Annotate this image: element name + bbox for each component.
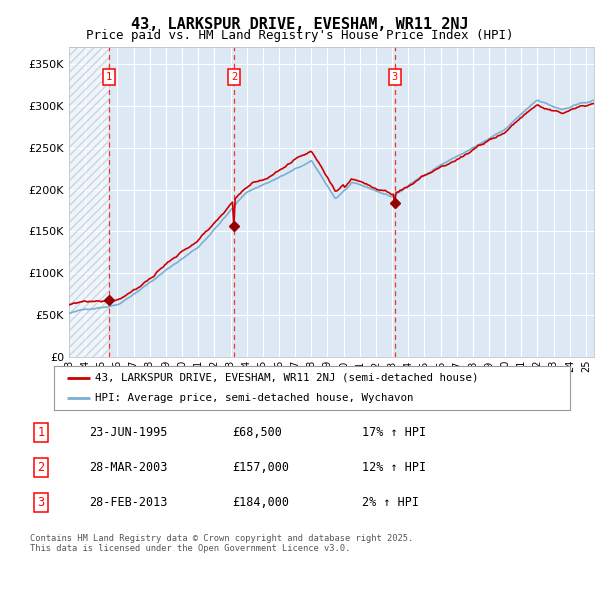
Text: 2% ↑ HPI: 2% ↑ HPI xyxy=(362,496,419,509)
Text: 23-JUN-1995: 23-JUN-1995 xyxy=(89,426,167,439)
Text: 1: 1 xyxy=(106,71,112,81)
Text: £68,500: £68,500 xyxy=(233,426,283,439)
Text: 28-FEB-2013: 28-FEB-2013 xyxy=(89,496,167,509)
Text: Contains HM Land Registry data © Crown copyright and database right 2025.
This d: Contains HM Land Registry data © Crown c… xyxy=(30,534,413,553)
Text: 43, LARKSPUR DRIVE, EVESHAM, WR11 2NJ (semi-detached house): 43, LARKSPUR DRIVE, EVESHAM, WR11 2NJ (s… xyxy=(95,373,479,383)
Text: 43, LARKSPUR DRIVE, EVESHAM, WR11 2NJ: 43, LARKSPUR DRIVE, EVESHAM, WR11 2NJ xyxy=(131,17,469,31)
Text: Price paid vs. HM Land Registry's House Price Index (HPI): Price paid vs. HM Land Registry's House … xyxy=(86,30,514,42)
Text: £184,000: £184,000 xyxy=(233,496,290,509)
Text: 12% ↑ HPI: 12% ↑ HPI xyxy=(362,461,427,474)
Text: 2: 2 xyxy=(231,71,238,81)
Text: 3: 3 xyxy=(37,496,44,509)
Text: 17% ↑ HPI: 17% ↑ HPI xyxy=(362,426,427,439)
Text: £157,000: £157,000 xyxy=(233,461,290,474)
Text: 2: 2 xyxy=(37,461,44,474)
Text: 3: 3 xyxy=(392,71,398,81)
Text: 28-MAR-2003: 28-MAR-2003 xyxy=(89,461,167,474)
Text: HPI: Average price, semi-detached house, Wychavon: HPI: Average price, semi-detached house,… xyxy=(95,393,414,403)
Bar xyxy=(69,47,109,357)
Text: 1: 1 xyxy=(37,426,44,439)
